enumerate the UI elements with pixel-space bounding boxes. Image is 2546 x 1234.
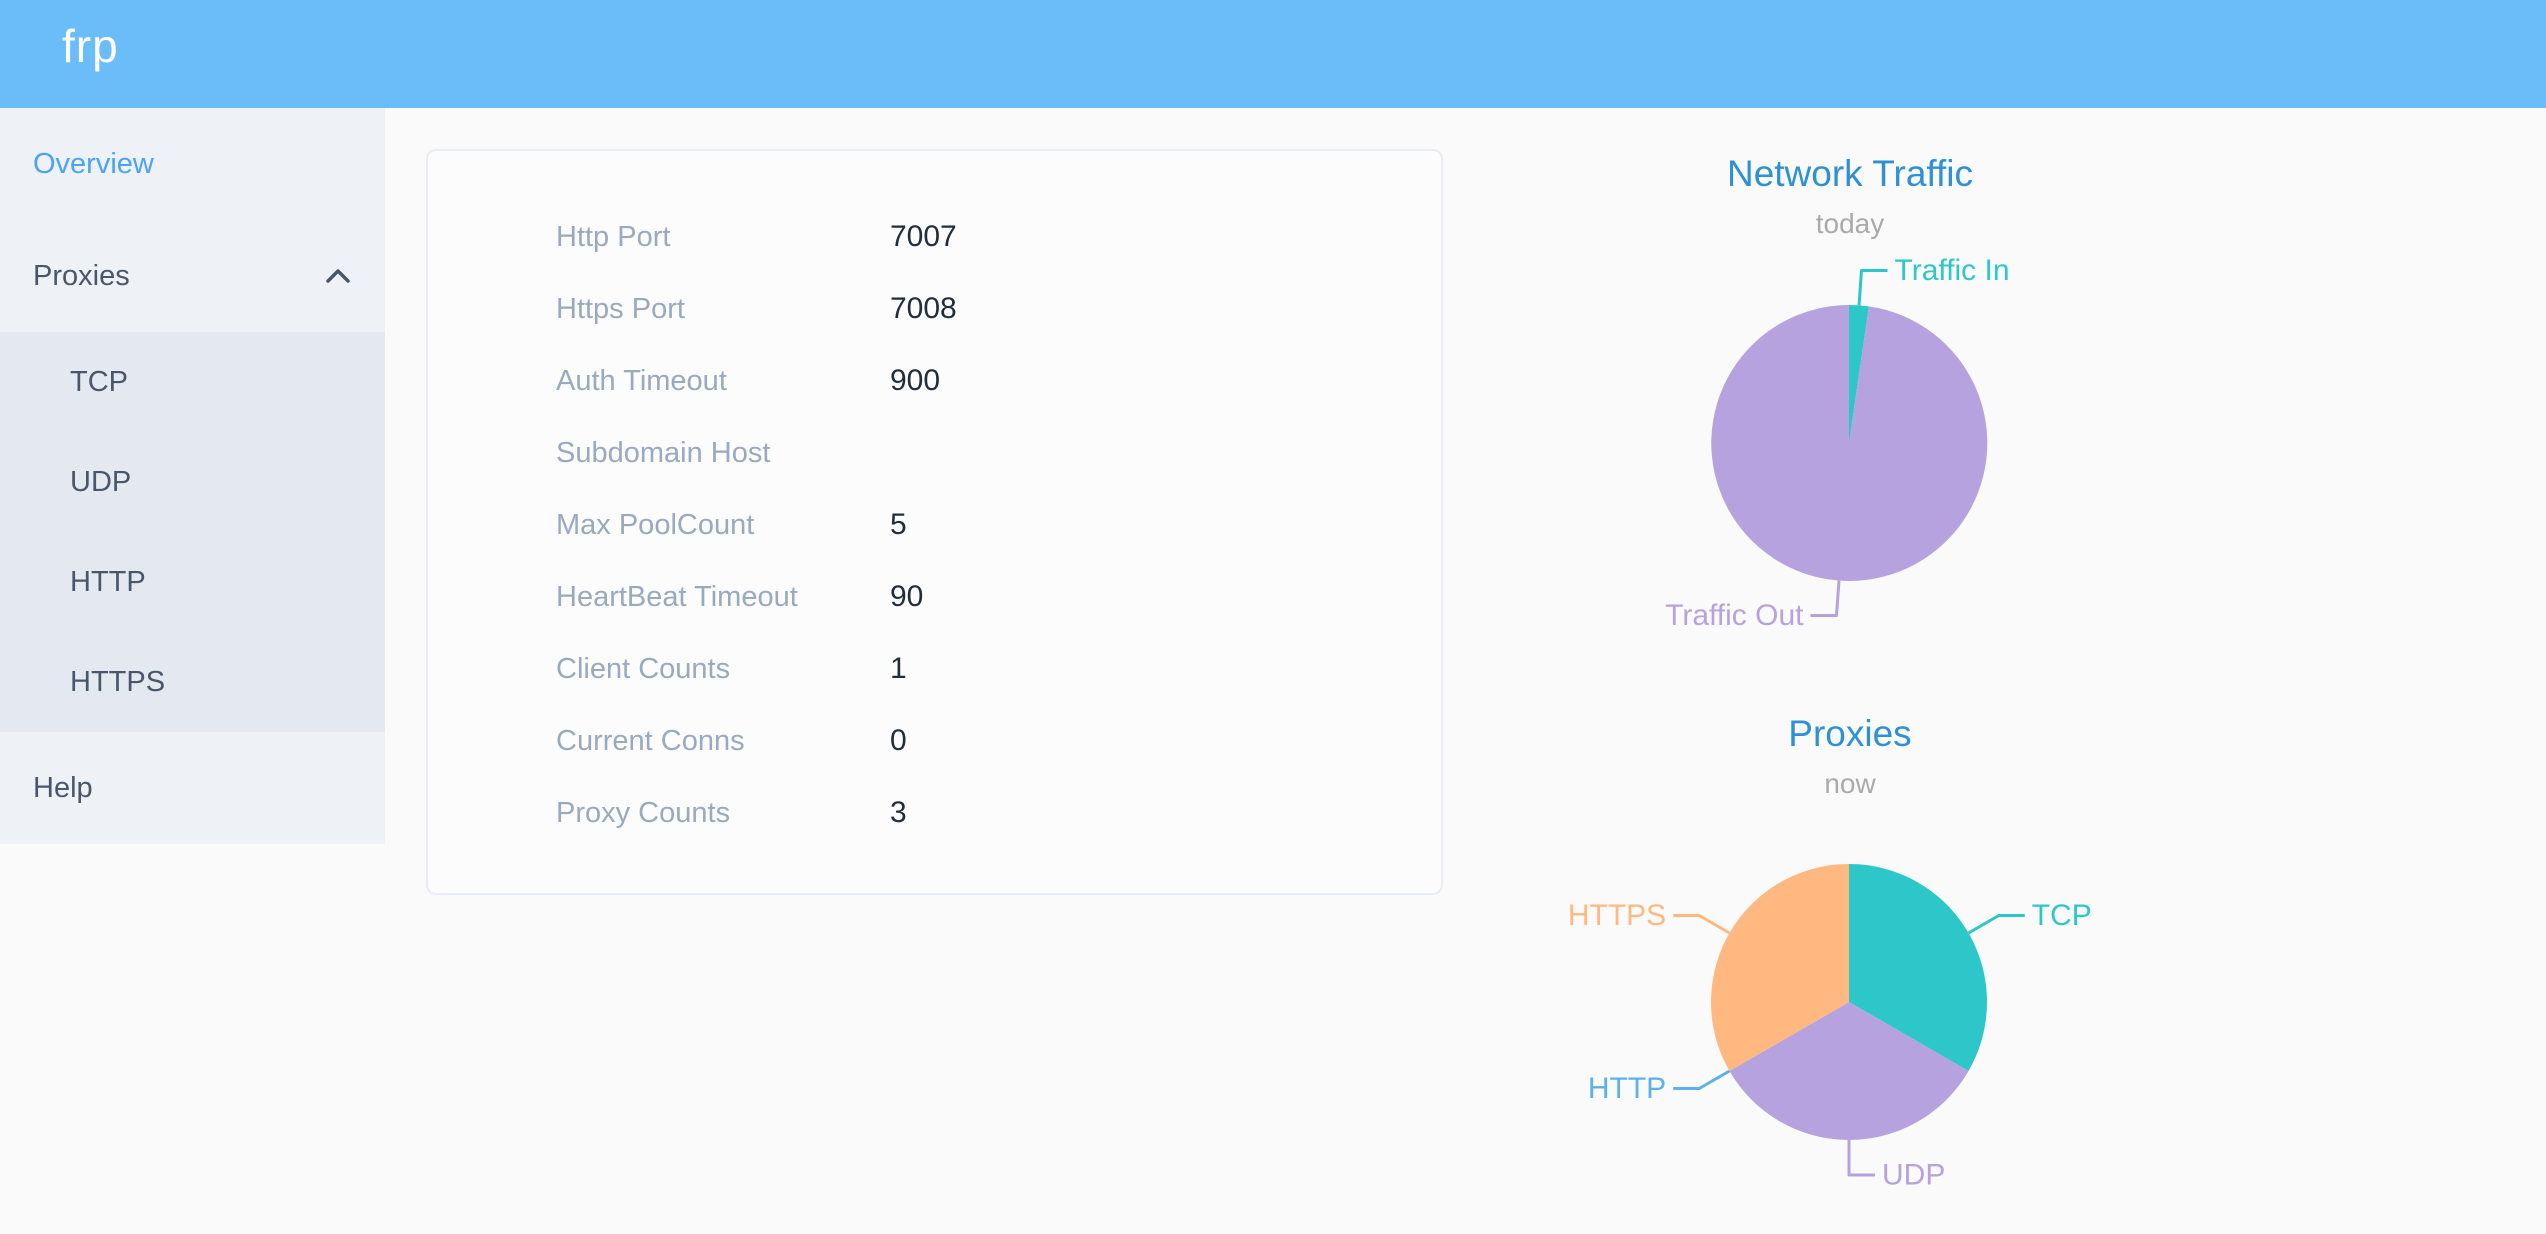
sidebar-item-label: HTTPS [70,666,166,698]
config-row: Max PoolCount 5 [428,489,1441,561]
config-label: Http Port [556,220,671,253]
config-label: Subdomain Host [556,436,771,469]
config-label: Auth Timeout [556,364,727,397]
config-value: 900 [890,364,941,397]
chevron-up-icon [326,269,350,283]
pie-label-line-traffic-in [1857,269,1888,306]
sidebar-item-proxies[interactable]: Proxies [0,220,385,332]
sidebar-item-label: TCP [70,366,128,398]
config-row: Current Conns 0 [428,705,1441,777]
sidebar-item-label: Proxies [33,260,130,292]
config-row: Http Port 7007 [428,201,1441,273]
config-value: 7007 [890,220,957,253]
sidebar-item-overview[interactable]: Overview [0,108,385,220]
pie-label-traffic-out: Traffic Out [1665,599,1804,632]
config-value: 90 [890,580,924,613]
config-label: Proxy Counts [556,796,731,829]
pie-label-tcp: TCP [2032,899,2092,932]
pie-slice-tcp[interactable] [1849,864,1987,1071]
sidebar-item-http[interactable]: HTTP [0,532,385,632]
pie-label-https: HTTPS [1568,899,1666,932]
network-traffic-chart: Network Traffic today Traffic In Traffic … [1500,140,2200,700]
app-logo: frp [62,20,119,72]
pie-label-line-tcp [1967,914,2025,935]
config-row: HeartBeat Timeout 90 [428,561,1441,633]
config-row: Auth Timeout 900 [428,345,1441,417]
sidebar-submenu: TCP UDP HTTP HTTPS [0,332,385,732]
config-value: 0 [890,724,907,757]
chart-title: Proxies [1788,713,1912,754]
sidebar-item-label: Help [33,772,93,804]
pie-label-traffic-in: Traffic In [1895,254,2010,287]
app-header: frp [0,0,2546,108]
pie-slice-https[interactable] [1711,864,1849,1071]
config-row: Https Port 7008 [428,273,1441,345]
proxies-pie: TCP UDP HTTP HTTPS [1568,864,2092,1192]
config-value: 7008 [890,292,957,325]
sidebar: Overview Proxies TCP UDP HTTP HTTPS Help [0,108,385,844]
sidebar-item-label: Overview [33,148,154,180]
config-value: 5 [890,508,907,541]
config-value: 1 [890,652,907,685]
pie-label-line-https [1673,914,1731,935]
pie-slice-udp[interactable] [1729,1002,1969,1140]
chart-subtitle: today [1815,208,1885,239]
sidebar-item-tcp[interactable]: TCP [0,332,385,432]
sidebar-item-help[interactable]: Help [0,732,385,844]
config-row: Subdomain Host [428,417,1441,489]
config-label: Max PoolCount [556,508,755,541]
sidebar-item-label: UDP [70,466,132,498]
sidebar-item-https[interactable]: HTTPS [0,632,385,732]
network-traffic-pie: Traffic In Traffic Out [1665,254,2010,632]
chart-subtitle: now [1824,768,1876,799]
overview-card: Http Port 7007 Https Port 7008 Auth Time… [426,149,1443,895]
config-label: Current Conns [556,724,745,757]
pie-label-http: HTTP [1588,1072,1666,1105]
config-label: Https Port [556,292,685,325]
config-label: Client Counts [556,652,731,685]
config-row: Client Counts 1 [428,633,1441,705]
chart-title: Network Traffic [1726,153,1974,194]
pie-label-line-traffic-out [1810,580,1841,617]
proxies-chart: Proxies now TCP UDP HTTP HTTPS [1500,700,2200,1234]
pie-label-line-udp [1847,1140,1875,1177]
config-value: 3 [890,796,907,829]
sidebar-item-udp[interactable]: UDP [0,432,385,532]
pie-label-line-http [1673,1069,1731,1090]
pie-slice-traffic-in[interactable] [1849,304,1869,443]
config-label: HeartBeat Timeout [556,580,798,613]
config-row: Proxy Counts 3 [428,777,1441,849]
pie-label-udp: UDP [1882,1159,1945,1192]
pie-slice-traffic-out[interactable] [1711,305,1988,581]
sidebar-item-label: HTTP [70,566,146,598]
